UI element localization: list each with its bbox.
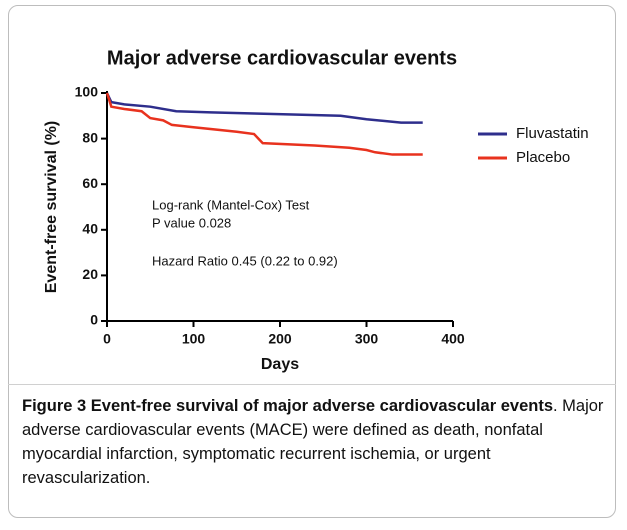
annotation: Hazard Ratio 0.45 (0.22 to 0.92) — [152, 253, 338, 268]
chart: Major adverse cardiovascular events Days… — [43, 47, 589, 373]
x-axis-label: Days — [261, 356, 299, 373]
caption-text: . Major adverse cardiovascular events (M… — [22, 397, 604, 487]
figure-frame — [8, 5, 616, 518]
y-tick-label: 0 — [90, 312, 98, 328]
legend-label: Placebo — [516, 149, 570, 166]
x-tick-label: 200 — [268, 331, 292, 347]
x-tick-label: 400 — [441, 331, 465, 347]
x-tick-label: 0 — [103, 331, 111, 347]
chart-title: Major adverse cardiovascular events — [107, 47, 457, 69]
y-tick-label: 60 — [82, 175, 98, 191]
annotation: Log-rank (Mantel-Cox) Test — [152, 197, 310, 212]
caption-title: Figure 3 Event-free survival of major ad… — [22, 397, 553, 415]
separator — [8, 384, 616, 385]
survival-line — [105, 92, 423, 156]
y-tick-label: 80 — [82, 129, 98, 145]
y-tick-label: 40 — [82, 221, 98, 237]
annotation: P value 0.028 — [152, 215, 231, 230]
legend-label: Fluvastatin — [516, 125, 589, 142]
y-tick-label: 100 — [75, 84, 99, 100]
survival-line — [105, 92, 423, 124]
caption: Figure 3 Event-free survival of major ad… — [22, 394, 612, 490]
x-tick-label: 100 — [182, 331, 206, 347]
y-tick-label: 20 — [82, 266, 98, 282]
x-tick-label: 300 — [355, 331, 379, 347]
y-axis-label: Event-free survival (%) — [43, 121, 60, 294]
